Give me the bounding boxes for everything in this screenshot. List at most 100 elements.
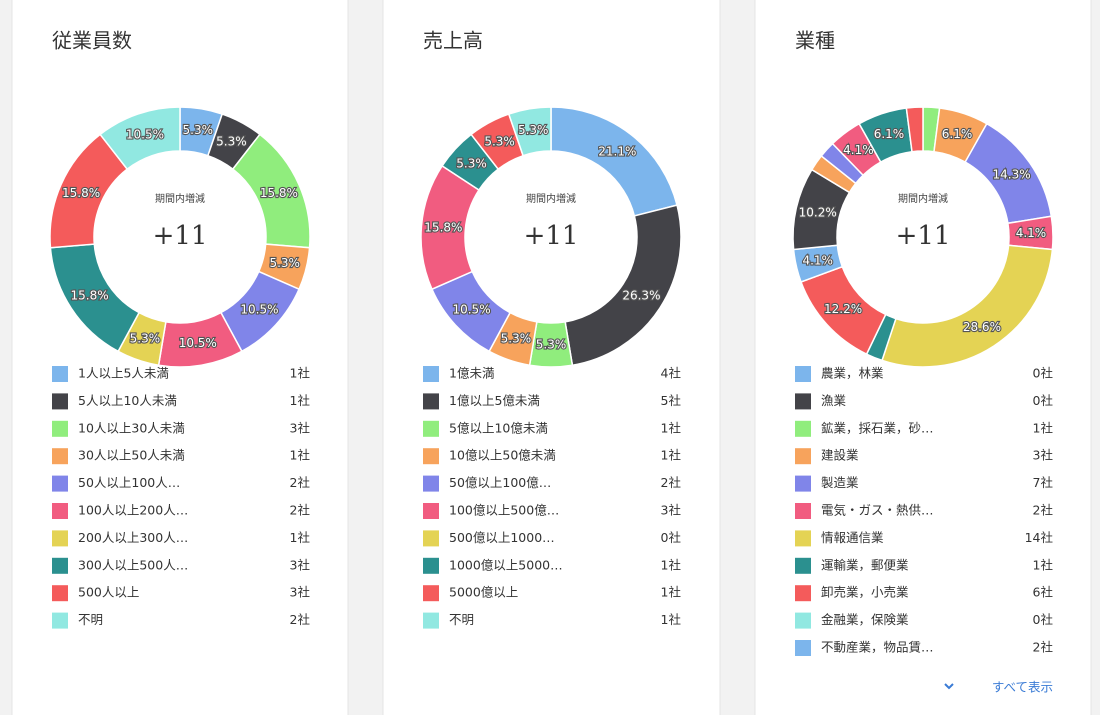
legend-label: 5人以上10人未満 [78, 393, 177, 408]
percent-label: 5.3% [183, 123, 214, 137]
legend-swatch [795, 420, 811, 437]
percent-label: 5.3% [130, 332, 161, 346]
legend-label: 100億以上500億… [449, 503, 559, 518]
percent-label: 10.5% [179, 336, 217, 350]
legend-swatch [52, 530, 68, 547]
percent-label: 10.5% [452, 303, 490, 317]
legend-count: 1社 [661, 612, 681, 627]
slice [881, 244, 1054, 368]
legend-label: 情報通信業 [821, 530, 884, 545]
legend-count: 2社 [290, 475, 310, 490]
percent-label: 15.8% [62, 186, 100, 200]
legend-swatch [52, 420, 68, 437]
percent-label: 10.5% [126, 127, 164, 141]
legend-swatch [52, 393, 68, 410]
legend-label: 金融業，保険業 [821, 612, 909, 627]
percent-label: 5.3% [269, 256, 300, 270]
percent-label: 14.3% [993, 168, 1031, 182]
legend-label: 50人以上100人… [78, 475, 180, 490]
percent-label: 21.1% [598, 144, 636, 158]
legend-count: 1社 [1033, 557, 1053, 572]
legend-label: 10人以上30人未満 [78, 420, 185, 435]
percent-label: 5.3% [484, 135, 515, 149]
legend-label: 不明 [449, 612, 474, 627]
legend-swatch [795, 503, 811, 519]
percent-label: 5.3% [518, 123, 549, 137]
legend-count: 2社 [290, 503, 310, 518]
legend-count: 3社 [1033, 448, 1053, 463]
percent-label: 10.2% [799, 205, 837, 219]
percent-label: 15.8% [71, 289, 109, 303]
legend-count: 2社 [290, 612, 310, 627]
legend-swatch [795, 612, 811, 629]
legend-label: 農業，林業 [821, 366, 884, 381]
legend-swatch [795, 448, 811, 465]
legend-swatch [52, 612, 68, 629]
legend-count: 1社 [1033, 420, 1053, 435]
legend-count: 2社 [661, 475, 681, 490]
legend-label: 10億以上50億未満 [449, 448, 556, 463]
legend-label: 漁業 [821, 393, 847, 408]
show-all-link[interactable]: すべて表示 [992, 680, 1053, 695]
legend-count: 1社 [290, 448, 310, 463]
legend-count: 3社 [290, 585, 310, 600]
legend-label: 30人以上50人未満 [78, 448, 185, 463]
legend-label: 運輸業，郵便業 [821, 557, 909, 572]
legend-count: 1社 [661, 448, 681, 463]
chart-title: 業種 [795, 29, 835, 53]
percent-label: 4.1% [802, 254, 833, 268]
legend-label: 5000億以上 [449, 585, 518, 600]
legend-count: 5社 [661, 393, 681, 408]
percent-label: 12.2% [824, 302, 862, 316]
percent-label: 6.1% [942, 127, 973, 141]
percent-label: 5.3% [456, 156, 487, 170]
legend-swatch [52, 503, 68, 519]
legend-label: 建設業 [821, 448, 859, 463]
legend-label: 1億以上5億未満 [449, 393, 540, 408]
legend-swatch [795, 585, 811, 602]
legend-count: 7社 [1033, 475, 1053, 490]
legend-swatch [423, 448, 439, 465]
legend-label: 鉱業，採石業，砂… [821, 420, 934, 435]
legend-label: 300人以上500人… [78, 557, 188, 572]
legend-label: 500億以上1000… [449, 530, 555, 545]
legend-label: 100人以上200人… [78, 503, 188, 518]
center-label: 期間内増減 [526, 192, 576, 205]
legend-swatch [423, 420, 439, 437]
legend-count: 0社 [661, 530, 681, 545]
legend-count: 0社 [1033, 393, 1053, 408]
legend-label: 1億未満 [449, 366, 494, 381]
legend-swatch [423, 612, 439, 629]
legend-swatch [795, 557, 811, 574]
legend-count: 1社 [661, 557, 681, 572]
percent-label: 5.3% [536, 338, 567, 352]
legend-swatch [795, 393, 811, 410]
legend-swatch [423, 366, 439, 382]
slice [905, 106, 924, 153]
legend-swatch [52, 366, 68, 382]
legend-swatch [795, 530, 811, 547]
percent-label: 15.8% [424, 221, 462, 235]
legend-label: 不動産業，物品賃… [821, 640, 934, 655]
legend-swatch [795, 640, 811, 656]
percent-label: 15.8% [260, 186, 298, 200]
chart-title: 従業員数 [52, 29, 132, 53]
slice [507, 106, 552, 157]
legend-count: 3社 [661, 503, 681, 518]
legend-label: 1000億以上5000… [449, 557, 563, 572]
chart-title: 売上高 [423, 29, 483, 53]
legend-swatch [795, 366, 811, 382]
legend-label: 50億以上100億… [449, 475, 551, 490]
legend-count: 1社 [290, 530, 310, 545]
legend-count: 3社 [290, 557, 310, 572]
legend-swatch [423, 503, 439, 519]
legend-count: 1社 [290, 393, 310, 408]
legend-label: 電気・ガス・熱供… [821, 503, 934, 518]
percent-label: 4.1% [843, 143, 874, 157]
legend-swatch [423, 530, 439, 547]
legend-swatch [423, 585, 439, 602]
center-label: 期間内増減 [898, 192, 948, 205]
legend-count: 2社 [1033, 503, 1053, 518]
legend-count: 2社 [1033, 640, 1053, 655]
